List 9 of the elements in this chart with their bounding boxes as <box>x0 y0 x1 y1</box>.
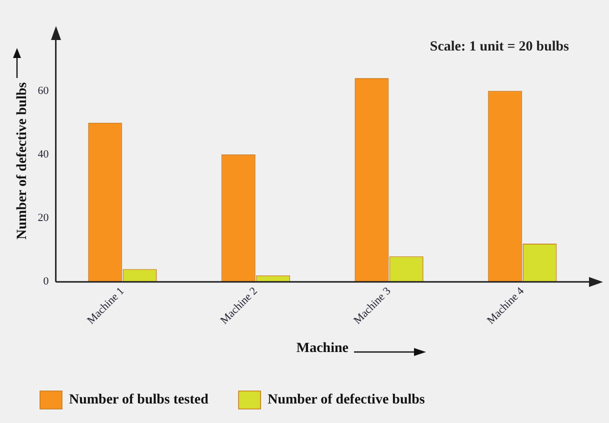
y-tick-label: 0 <box>43 276 50 288</box>
y-tick-label: 40 <box>38 148 50 160</box>
y-tick-label: 20 <box>38 212 50 224</box>
annotation: Scale: 1 unit = 20 bulbs <box>430 40 570 55</box>
legend-label: Number of defective bulbs <box>268 392 426 408</box>
legend-label: Number of bulbs tested <box>69 392 209 408</box>
x-axis-title: Machine <box>296 341 348 356</box>
y-axis-title: Number of defective bulbs <box>15 82 30 240</box>
y-tick-label: 60 <box>38 84 50 97</box>
